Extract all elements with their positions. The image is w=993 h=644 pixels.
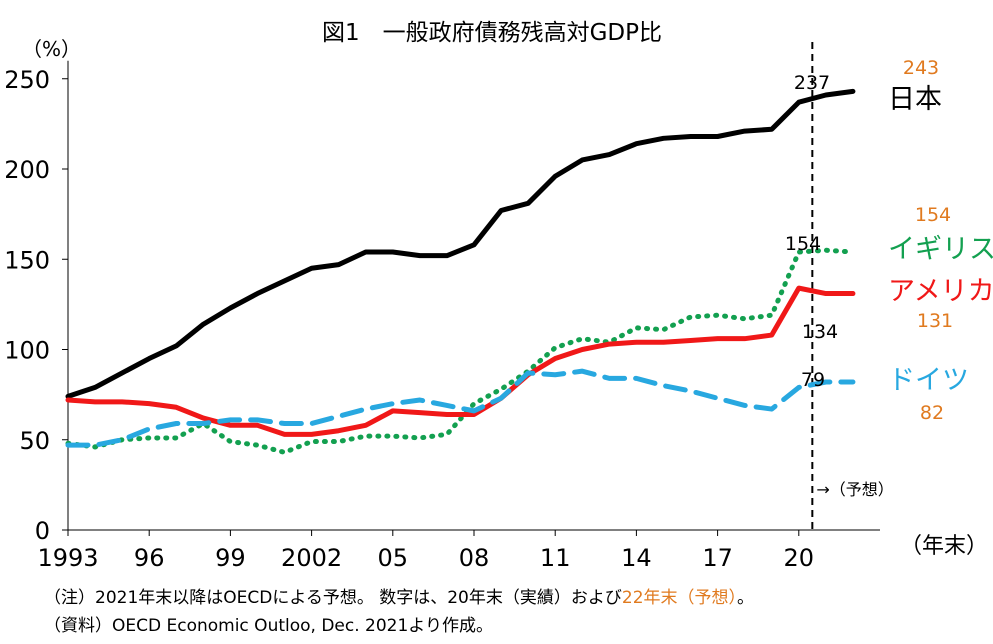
series-usa-name: アメリカ <box>888 276 993 307</box>
series-usa-label-2020: 134 <box>802 321 838 343</box>
series-uk-label-2022: 154 <box>915 204 951 226</box>
note-main: （注）2021年末以降はOECDによる予想。 数字は、20年末（実績）および <box>44 588 622 608</box>
series-uk-label-2020: 154 <box>785 233 821 255</box>
series-japan-name: 日本 <box>888 84 942 115</box>
y-tick-label: 250 <box>4 66 50 94</box>
series-usa-line <box>65 285 856 437</box>
note-end: 。 <box>737 588 755 608</box>
note-line-1: （注）2021年末以降はOECDによる予想。 数字は、20年末（実績）および22… <box>44 583 754 608</box>
chart-title: 図1 一般政府債務残高対GDP比 <box>322 20 662 46</box>
y-tick-label: 100 <box>4 337 50 365</box>
x-tick-label: 1993 <box>37 544 98 572</box>
x-tick-label: 20 <box>784 544 815 572</box>
x-tick-label: 2002 <box>281 544 342 572</box>
series-germany-line <box>65 368 856 448</box>
x-tick-label: 14 <box>621 544 652 572</box>
x-axis-label: （年末） <box>900 534 988 559</box>
series-uk-line <box>65 247 856 455</box>
series-usa-label-2022: 131 <box>917 310 953 332</box>
series-uk-name: イギリス <box>888 234 993 265</box>
x-tick-label: 17 <box>702 544 733 572</box>
series-germany-label-2022: 82 <box>920 402 944 424</box>
note-highlight: 22年末（予想） <box>621 588 738 608</box>
y-tick-label: 50 <box>19 427 50 455</box>
plot-area <box>65 42 856 530</box>
y-axis-label: （%） <box>22 37 81 61</box>
forecast-label: →（予想） <box>816 480 893 499</box>
note-line-2: （資料）OECD Economic Outloo, Dec. 2021より作成。 <box>44 616 493 636</box>
series-germany-name: ドイツ <box>888 365 969 396</box>
y-tick-label: 150 <box>4 246 50 274</box>
series-germany-label-2020: 79 <box>801 369 825 391</box>
series-japan-label-2022: 243 <box>903 57 939 79</box>
x-tick-label: 96 <box>134 544 165 572</box>
x-tick-label: 11 <box>540 544 571 572</box>
x-tick-label: 99 <box>215 544 246 572</box>
series-japan-label-2020: 237 <box>794 72 830 94</box>
axes: 0 50 100 150 200 250 1993 96 99 2002 05 08 11 14 17 20 <box>4 60 880 572</box>
y-tick-label: 0 <box>35 517 50 545</box>
x-tick-label: 08 <box>459 544 490 572</box>
x-tick-label: 05 <box>378 544 409 572</box>
y-tick-label: 200 <box>4 156 50 184</box>
series-japan-line <box>65 88 856 399</box>
debt-chart: 図1 一般政府債務残高対GDP比 （%） （年末） 05010015020025… <box>4 20 993 572</box>
